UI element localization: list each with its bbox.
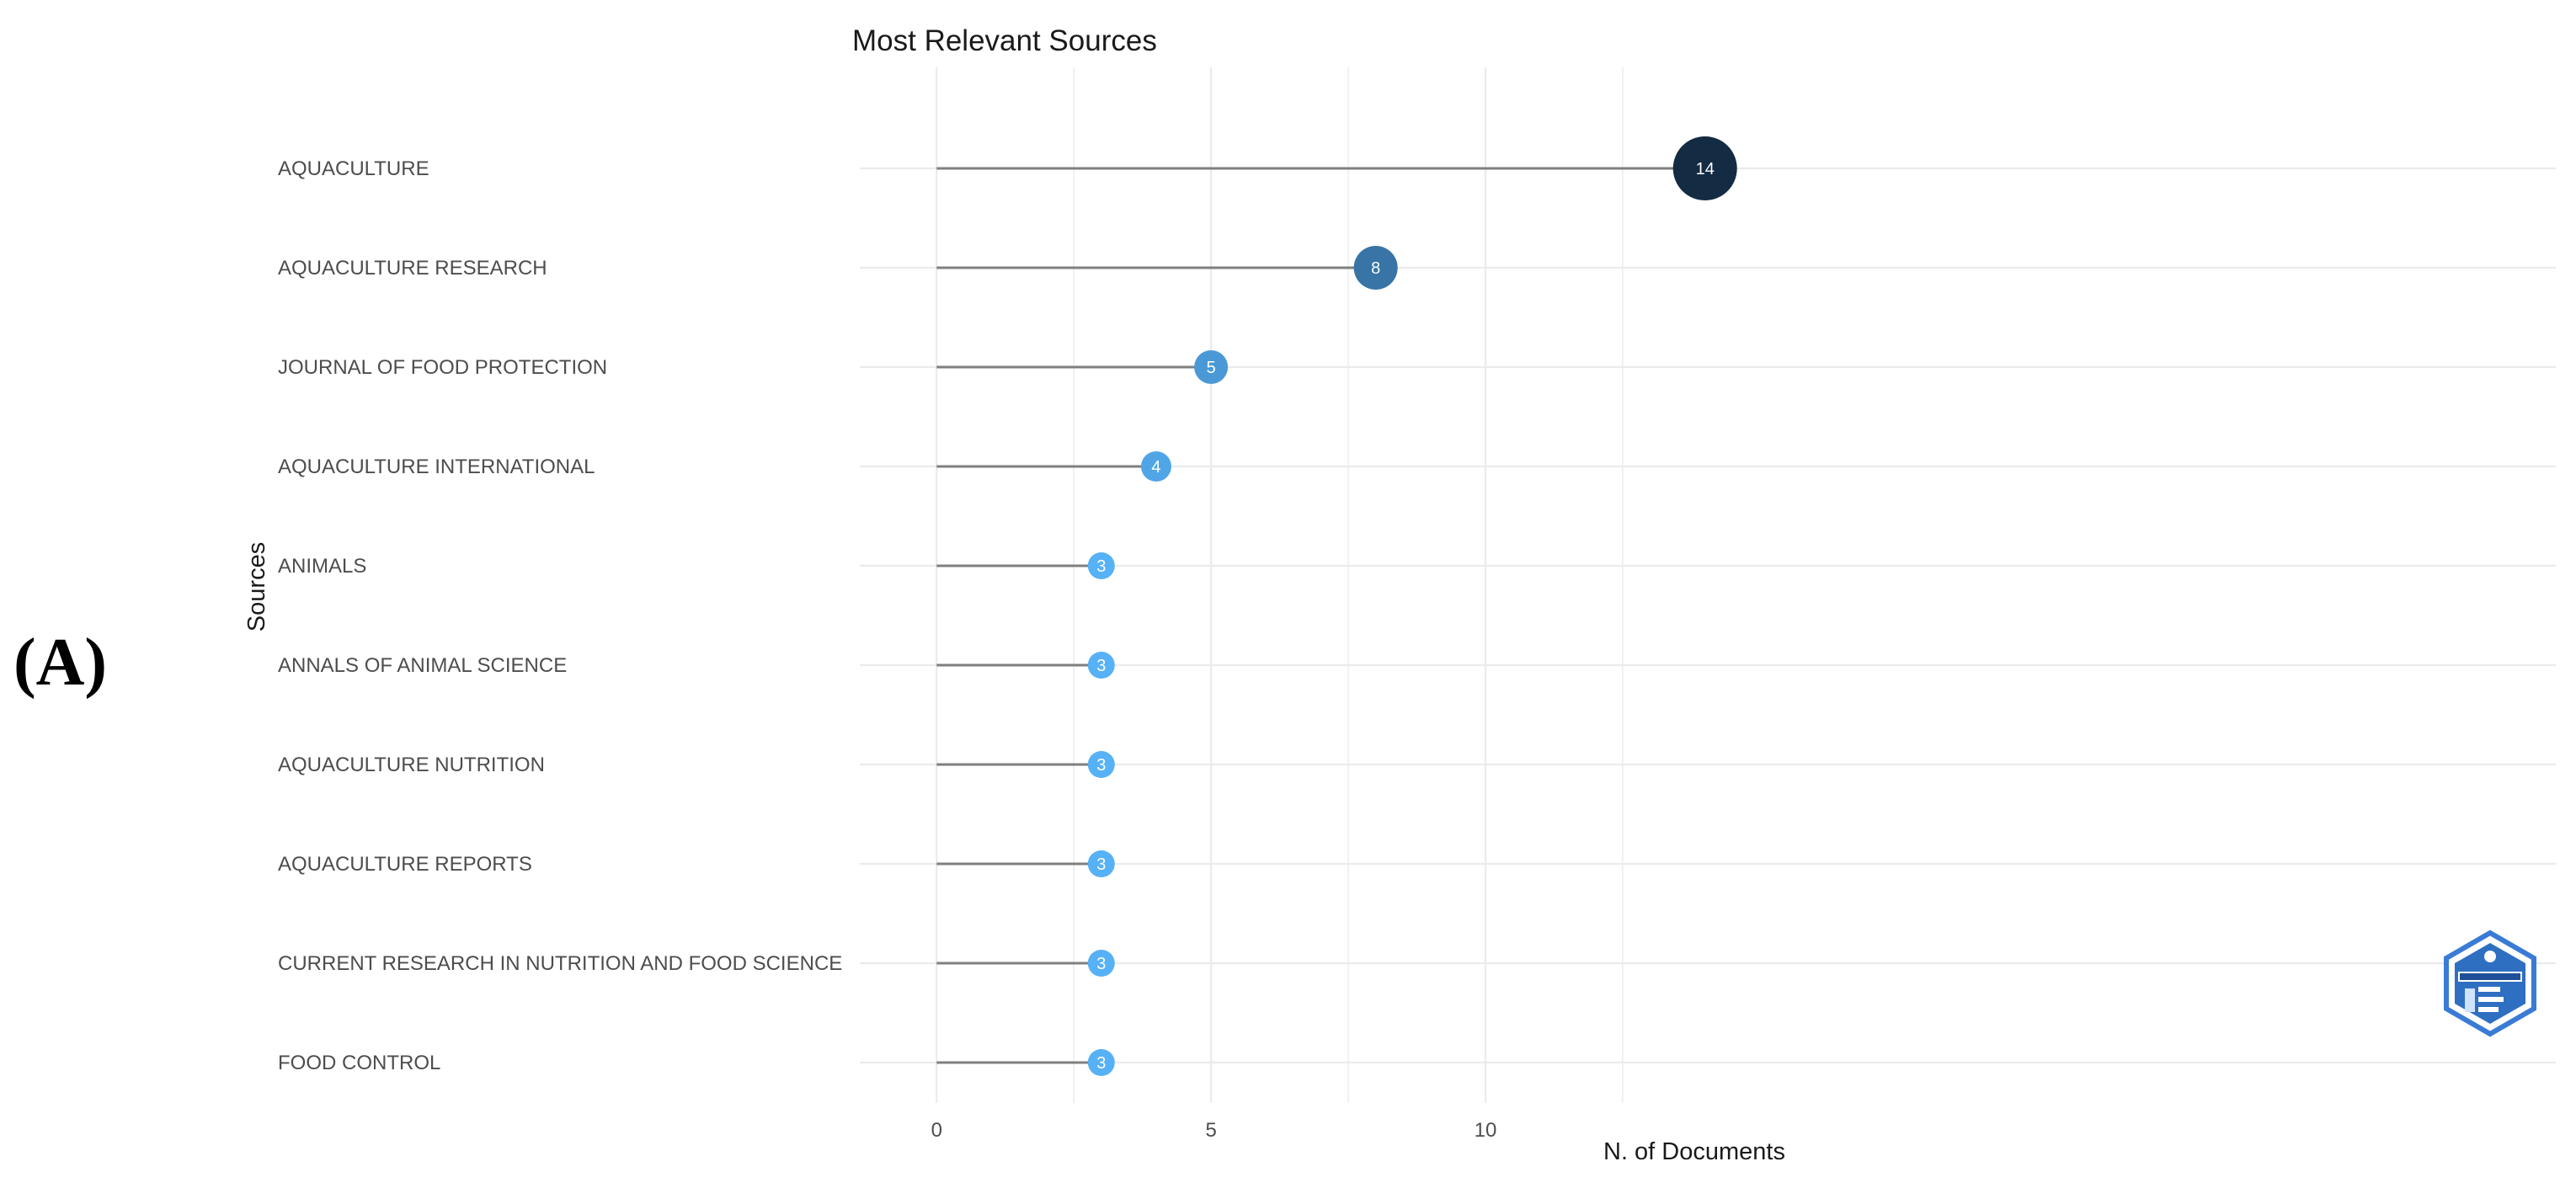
x-tick-label: 0 — [931, 1119, 942, 1142]
lollipop-dot — [1087, 850, 1115, 877]
category-label: JOURNAL OF FOOD PROTECTION — [278, 356, 607, 379]
panel-label: (A) — [13, 626, 108, 700]
data-label: 3 — [1096, 955, 1106, 973]
category-label: AQUACULTURE NUTRITION — [278, 754, 545, 776]
category-label: AQUACULTURE — [278, 157, 429, 180]
category-label: ANNALS OF ANIMAL SCIENCE — [278, 654, 567, 677]
lollipop-dot — [1087, 652, 1115, 679]
data-label: 3 — [1096, 557, 1106, 576]
data-label: 4 — [1151, 458, 1160, 477]
data-label: 3 — [1096, 1054, 1106, 1073]
category-label: ANIMALS — [278, 555, 366, 578]
lollipop-dot — [1087, 1049, 1115, 1076]
x-axis-ticks: 0 5 10 — [931, 1119, 1497, 1142]
lollipop-dot — [1087, 950, 1115, 977]
data-label: 3 — [1096, 657, 1106, 675]
stems — [936, 167, 1705, 1064]
category-label: CURRENT RESEARCH IN NUTRITION AND FOOD S… — [278, 952, 842, 975]
y-axis-title: Sources — [243, 542, 270, 631]
x-tick-label: 10 — [1475, 1119, 1497, 1142]
lollipop-dot — [1672, 136, 1737, 200]
lollipop-dot — [1353, 246, 1398, 290]
data-label: 8 — [1371, 259, 1380, 278]
category-labels: AQUACULTURE AQUACULTURE RESEARCH JOURNAL O… — [278, 157, 842, 1074]
lollipop-dot — [1087, 751, 1115, 778]
category-label: AQUACULTURE RESEARCH — [278, 257, 547, 280]
data-label: 5 — [1207, 359, 1216, 377]
category-label: FOOD CONTROL — [278, 1052, 440, 1074]
bibliometrix-logo-icon — [2444, 930, 2536, 1037]
x-axis-title: N. of Documents — [1603, 1138, 1785, 1165]
lollipop-dot — [1087, 552, 1115, 579]
dots: 14 8 5 4 3 3 3 3 3 3 — [1087, 136, 1737, 1076]
lollipop-dot — [1140, 451, 1171, 482]
category-label: AQUACULTURE INTERNATIONAL — [278, 455, 595, 478]
chart-title: Most Relevant Sources — [852, 24, 1157, 57]
data-label: 3 — [1096, 855, 1106, 874]
lollipop-dot — [1194, 350, 1229, 384]
category-label: AQUACULTURE REPORTS — [278, 853, 532, 876]
data-label: 14 — [1696, 160, 1715, 178]
x-tick-label: 5 — [1205, 1119, 1216, 1142]
data-label: 3 — [1096, 756, 1106, 775]
grid — [860, 67, 2556, 1103]
